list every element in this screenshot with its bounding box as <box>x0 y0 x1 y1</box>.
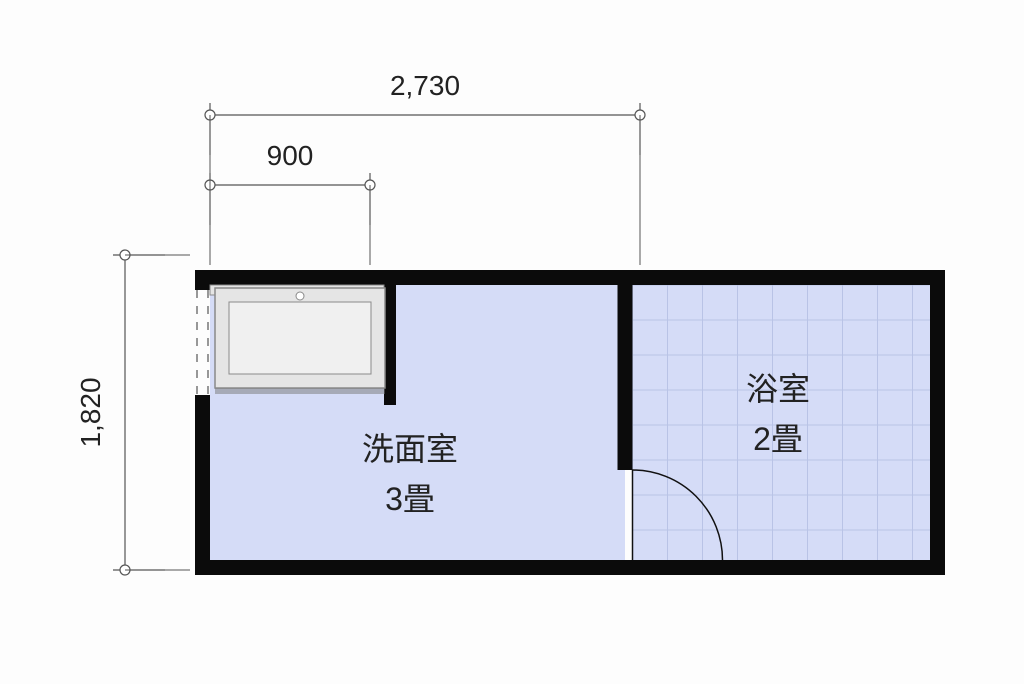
bathroom-name-label: 浴室 <box>746 371 810 407</box>
floor-plan-canvas: 洗面室 3畳 浴室 2畳 2,730 900 1,820 <box>0 0 1024 684</box>
vanity-fixture-icon <box>210 285 385 394</box>
bathroom-size-label: 2畳 <box>753 421 803 457</box>
dimension-line <box>113 250 165 575</box>
washroom-size-label: 3畳 <box>385 481 435 517</box>
washroom-name-label: 洗面室 <box>362 431 458 467</box>
dimension-value: 900 <box>267 140 314 171</box>
dimension-value: 1,820 <box>75 377 106 447</box>
dimension-value: 2,730 <box>390 70 460 101</box>
dimension-line <box>205 173 375 225</box>
